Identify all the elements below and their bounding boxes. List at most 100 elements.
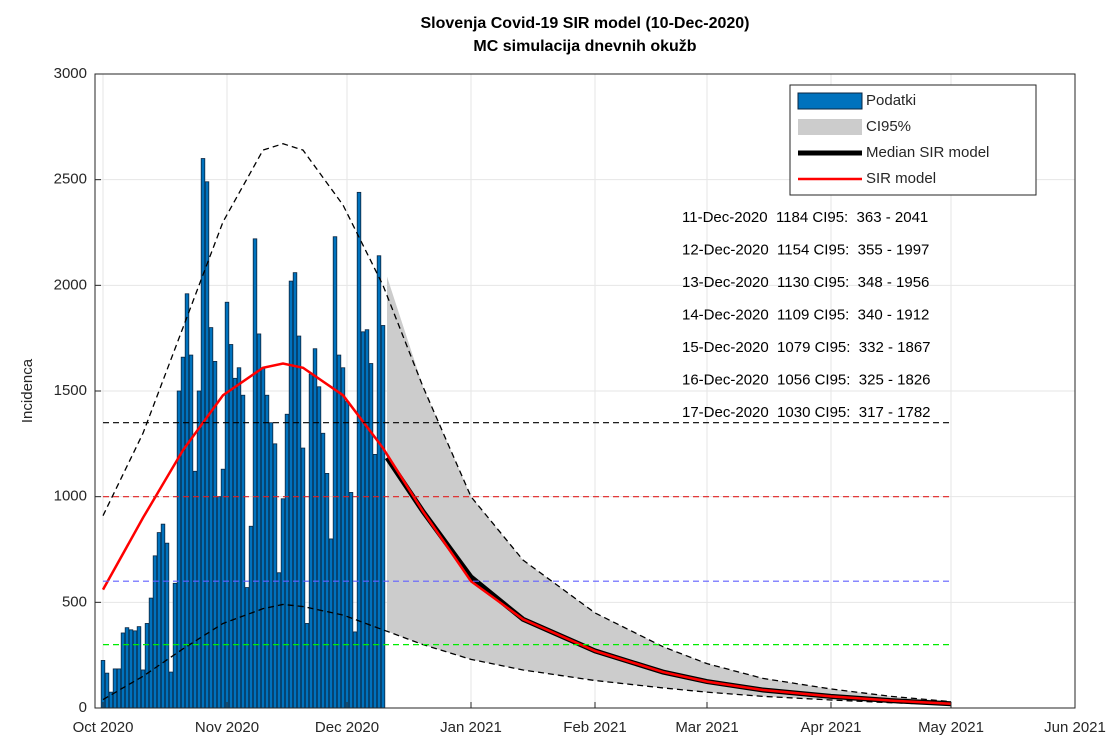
bar (216, 496, 222, 709)
bar (204, 181, 210, 709)
bar (344, 401, 350, 709)
bar (236, 367, 242, 709)
bar (272, 443, 278, 709)
bar (252, 238, 258, 709)
y-tick-label: 500 (62, 593, 87, 610)
bar (376, 255, 382, 709)
bar (112, 668, 118, 709)
bar (232, 377, 238, 709)
annotation: 17-Dec-2020 1030 CI95: 317 - 1782 (682, 404, 931, 421)
bar (180, 356, 186, 709)
bar (132, 630, 138, 709)
x-tick-label: Jan 2021 (440, 719, 502, 736)
bar (336, 354, 342, 709)
ci-bound (102, 143, 952, 703)
annotation: 15-Dec-2020 1079 CI95: 332 - 1867 (682, 339, 931, 356)
bar (284, 413, 290, 709)
legend-label: CI95% (866, 118, 911, 135)
y-tick-label: 1000 (54, 488, 87, 505)
bar (256, 333, 262, 709)
bar (144, 623, 150, 709)
bar (168, 671, 174, 709)
bar (156, 532, 162, 709)
bar (152, 555, 158, 709)
bar (340, 367, 346, 709)
bar (212, 361, 218, 709)
bar (288, 280, 294, 709)
bar (140, 669, 146, 709)
bar (240, 394, 246, 709)
x-tick-label: Apr 2021 (801, 719, 862, 736)
y-tick-label: 1500 (54, 382, 87, 399)
bar (160, 523, 166, 709)
annotation: 12-Dec-2020 1154 CI95: 355 - 1997 (682, 241, 929, 258)
bar (124, 627, 130, 709)
bar (300, 447, 306, 709)
bar (380, 325, 386, 709)
bar (320, 432, 326, 709)
bar (148, 597, 154, 709)
bar (280, 498, 286, 709)
bar (172, 582, 178, 709)
x-tick-label: May 2021 (918, 719, 984, 736)
y-tick-label: 3000 (54, 65, 87, 82)
annotation: 11-Dec-2020 1184 CI95: 363 - 2041 (682, 209, 928, 226)
y-tick-label: 2000 (54, 276, 87, 293)
bar (248, 525, 254, 709)
bar (328, 538, 334, 709)
legend-swatch (797, 92, 863, 110)
bar (208, 327, 214, 709)
annotation: 14-Dec-2020 1109 CI95: 340 - 1912 (682, 306, 929, 323)
x-tick-label: Feb 2021 (563, 719, 626, 736)
x-tick-label: Mar 2021 (675, 719, 738, 736)
bar (360, 331, 366, 709)
bar (368, 363, 374, 709)
bar (224, 301, 230, 709)
y-axis-label: Incidenca (19, 358, 36, 423)
bar (352, 631, 358, 709)
bar (364, 329, 370, 709)
bar (332, 236, 338, 709)
x-tick-label: Jun 2021 (1044, 719, 1106, 736)
x-tick-label: Dec 2020 (315, 719, 379, 736)
plot-frame (94, 73, 1076, 709)
bar (192, 470, 198, 709)
annotation: 13-Dec-2020 1130 CI95: 348 - 1956 (682, 274, 929, 291)
bar (116, 668, 122, 709)
bar (304, 623, 310, 709)
bar (264, 394, 270, 709)
bar (324, 473, 330, 709)
ci-band (387, 276, 951, 705)
bar (188, 354, 194, 709)
bar (260, 367, 266, 709)
bar (316, 386, 322, 709)
bar (104, 672, 110, 709)
bar (268, 422, 274, 709)
bar (312, 348, 318, 709)
bar (128, 629, 134, 709)
x-tick-label: Oct 2020 (73, 719, 134, 736)
bar (308, 373, 314, 709)
bar (196, 390, 202, 709)
bar (356, 191, 362, 709)
annotation: 16-Dec-2020 1056 CI95: 325 - 1826 (682, 371, 931, 388)
x-tick-label: Nov 2020 (195, 719, 259, 736)
bar (244, 587, 250, 709)
chart-title: Slovenja Covid-19 SIR model (10-Dec-2020… (421, 15, 750, 32)
axes: 0 500 1000 1500 2000 2500 3000 Oct 2020 Nov 2020… (54, 65, 1106, 736)
y-tick-label: 2500 (54, 171, 87, 188)
legend-label: Median SIR model (866, 144, 989, 161)
legend-label: SIR model (866, 170, 936, 187)
bar (296, 335, 302, 709)
bar (176, 390, 182, 709)
bar (228, 344, 234, 709)
legend-label: Podatki (866, 92, 916, 109)
legend-swatch (798, 119, 862, 135)
bar (164, 542, 170, 709)
bar (100, 660, 106, 709)
bar (220, 468, 226, 709)
bar (276, 572, 282, 709)
line (101, 362, 952, 706)
bar (136, 626, 142, 709)
